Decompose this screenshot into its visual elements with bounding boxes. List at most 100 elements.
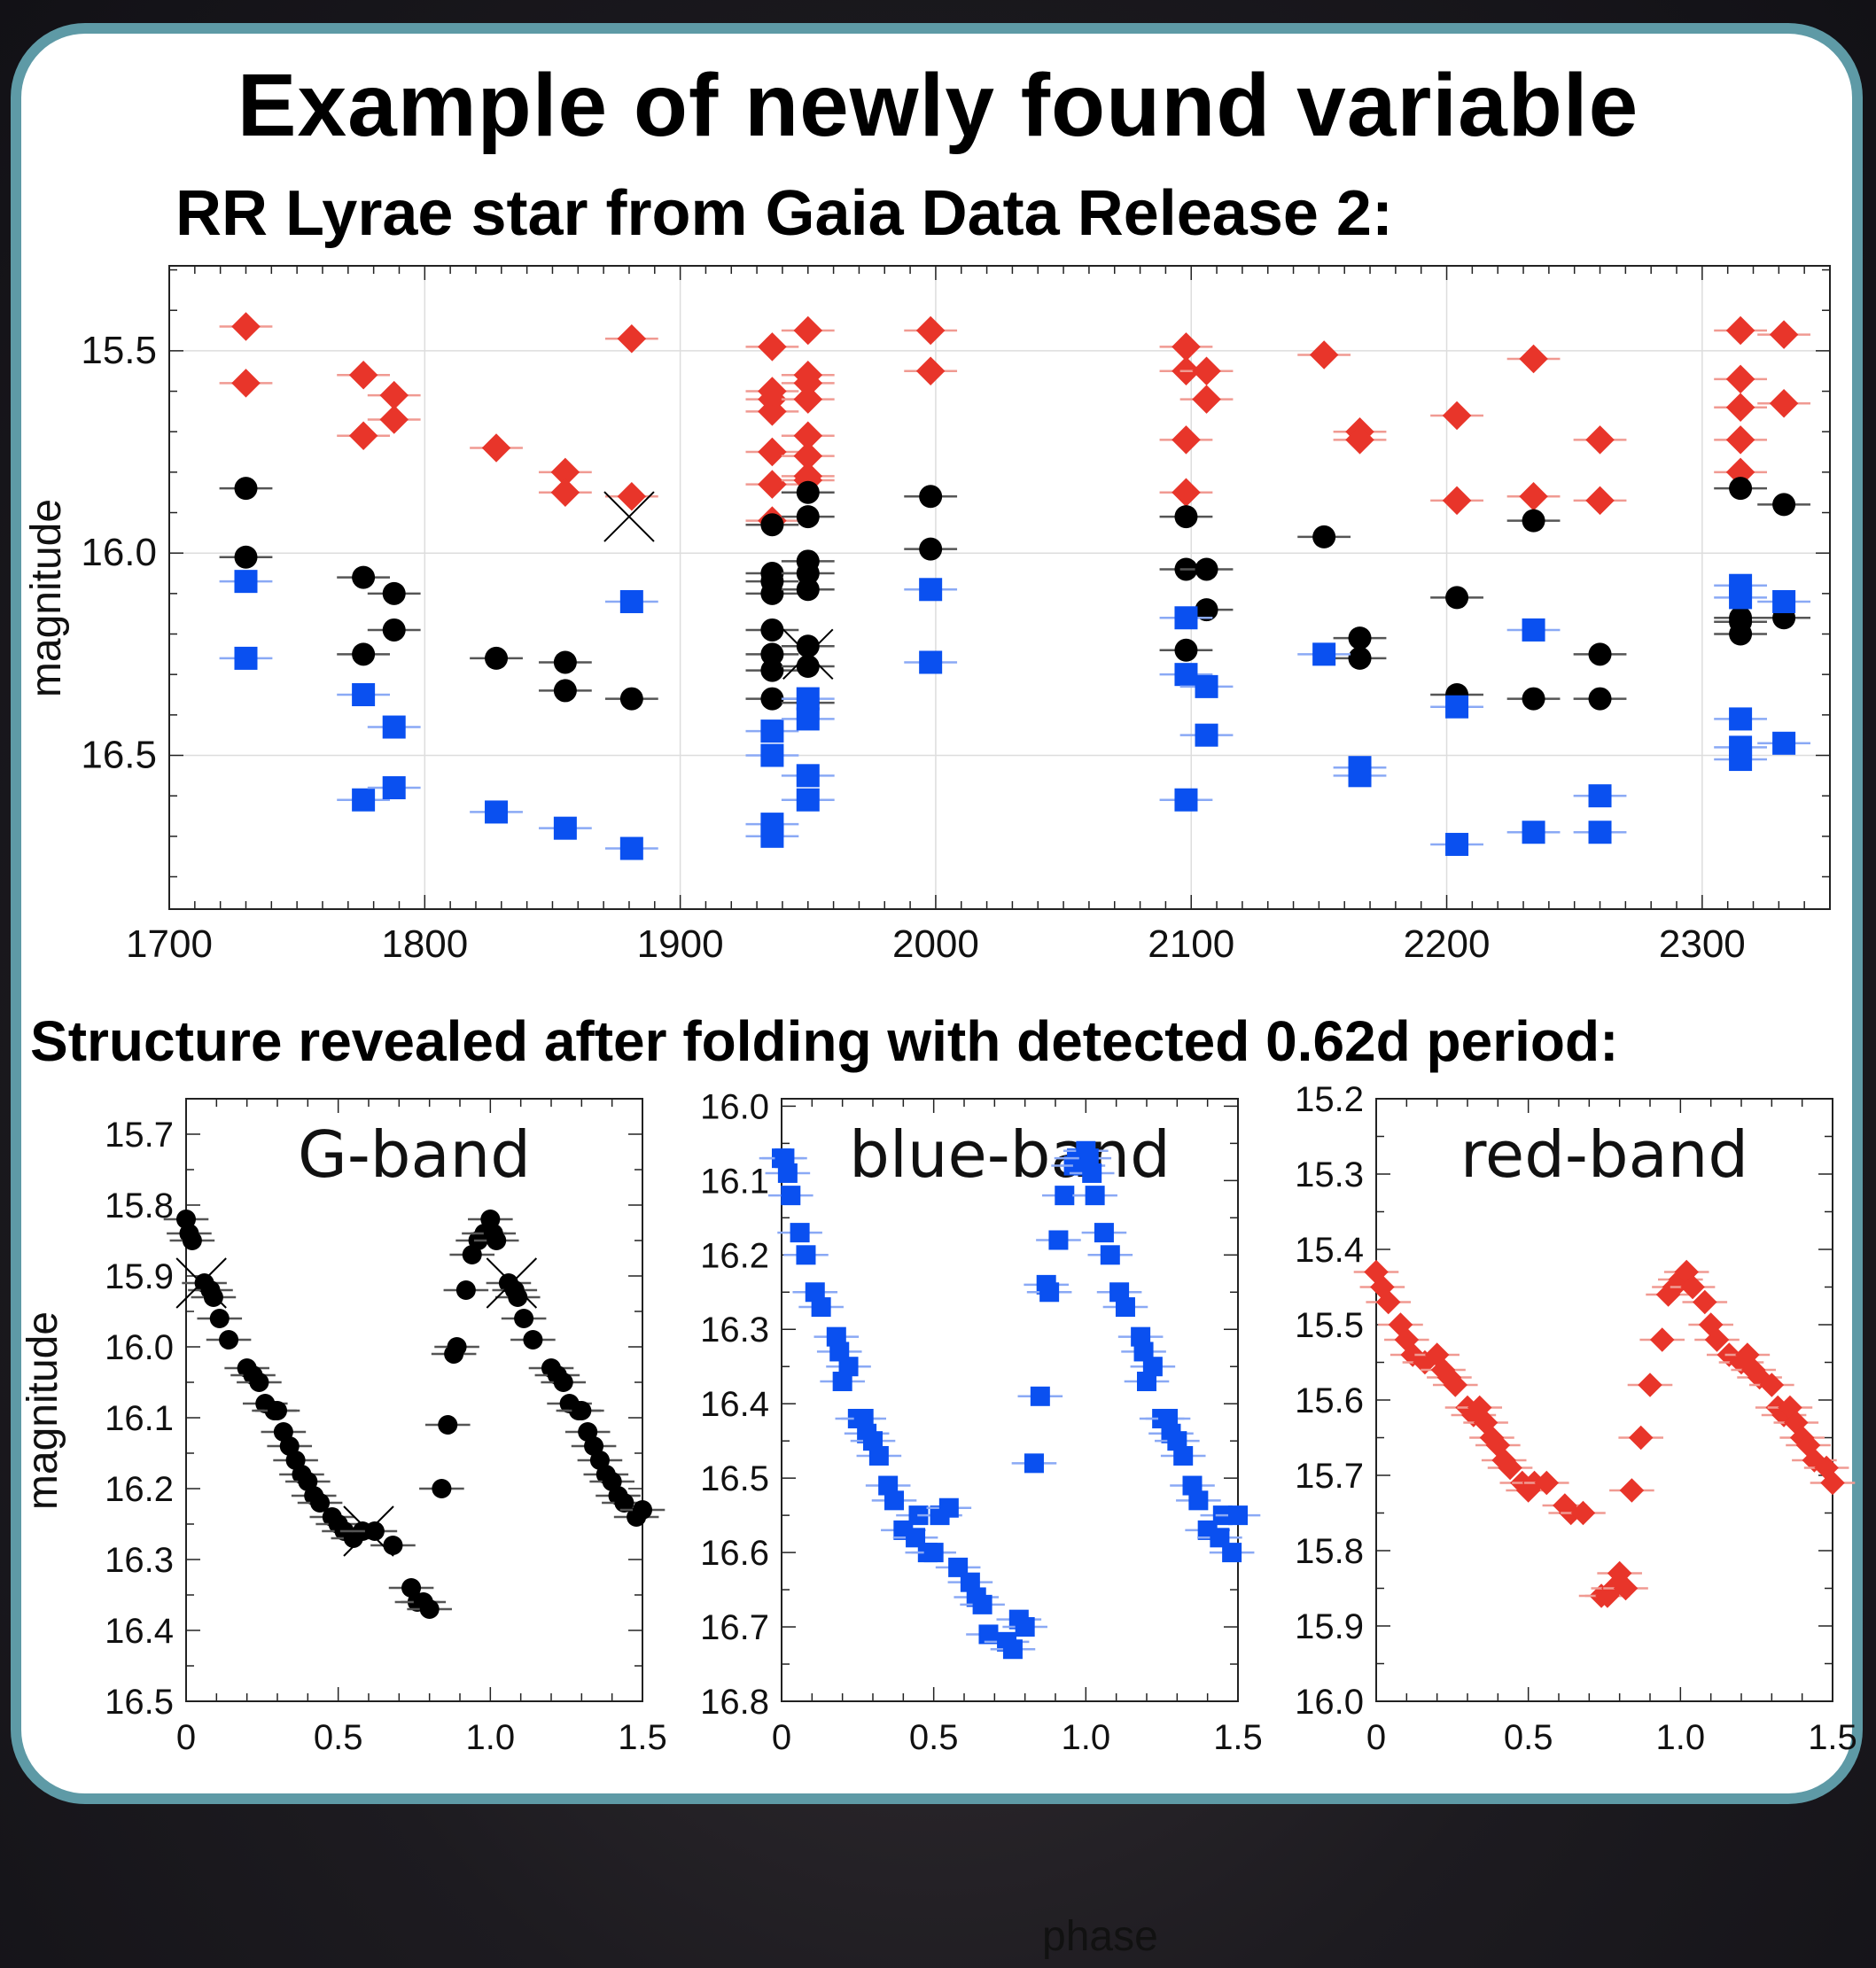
data-point (790, 1223, 810, 1243)
data-point (1109, 1282, 1130, 1303)
data-point (1158, 1408, 1179, 1428)
section-heading: Structure revealed after folding with de… (30, 1009, 1619, 1073)
data-point (619, 589, 643, 613)
data-point (1348, 646, 1372, 670)
data-point (1082, 1163, 1102, 1183)
data-point (884, 1490, 905, 1511)
data-point (796, 578, 820, 602)
data-point (1519, 482, 1548, 511)
data-point (352, 642, 376, 666)
data-point (1115, 1297, 1135, 1318)
y-tick-label: 15.5 (81, 329, 157, 372)
y-axis-label: magnitude (19, 1311, 66, 1510)
data-point (1498, 1455, 1522, 1481)
data-point (1100, 1245, 1120, 1265)
data-point (760, 513, 784, 537)
data-point (1195, 557, 1218, 581)
chart-subtitle: RR Lyrae star from Gaia Data Release 2: (175, 178, 1393, 249)
y-tick-label: 16.7 (700, 1608, 769, 1647)
data-point (1030, 1386, 1050, 1406)
data-point (379, 380, 409, 410)
data-point (348, 361, 378, 390)
data-point (352, 788, 376, 812)
plot-frame (185, 1098, 643, 1702)
data-point (1312, 642, 1336, 666)
x-tick-label: 1700 (126, 922, 213, 966)
data-point (915, 315, 946, 346)
data-point (268, 1401, 287, 1420)
x-tick-label: 1.5 (618, 1718, 667, 1757)
cross-marker (343, 1505, 394, 1557)
data-point (796, 562, 820, 586)
data-point (915, 356, 946, 385)
y-tick-label: 16.0 (81, 531, 157, 574)
data-point (1173, 1445, 1194, 1466)
data-point (793, 421, 823, 451)
data-point (614, 1493, 634, 1513)
cross-marker (486, 1257, 538, 1309)
data-point (1137, 1372, 1156, 1392)
data-point (382, 581, 406, 605)
data-point (231, 312, 261, 341)
data-point (1192, 356, 1221, 385)
data-point (1759, 1373, 1785, 1397)
data-point (219, 1330, 239, 1350)
data-point (1188, 1490, 1209, 1511)
data-point (796, 764, 820, 788)
data-point (793, 315, 823, 346)
data-point (1228, 1505, 1248, 1526)
x-tick-label: 1.0 (1062, 1718, 1111, 1757)
data-point (838, 1357, 859, 1377)
data-point (234, 646, 258, 670)
data-point (1445, 832, 1469, 856)
data-point (760, 720, 784, 743)
data-point (796, 505, 820, 529)
data-point (1729, 707, 1753, 731)
data-point (1015, 1617, 1035, 1637)
x-tick-label: 1.0 (466, 1718, 516, 1757)
data-point (796, 634, 820, 658)
x-tick-label: 1900 (637, 922, 724, 966)
x-tick-label: 0.5 (314, 1718, 363, 1757)
data-point (1443, 1373, 1468, 1397)
data-point (485, 646, 509, 670)
data-point (832, 1372, 852, 1392)
data-point (447, 1337, 467, 1357)
data-point (1649, 1327, 1675, 1352)
data-point (1769, 320, 1799, 349)
data-point (923, 1543, 944, 1563)
data-point (455, 1280, 476, 1300)
data-point (1002, 1639, 1023, 1660)
data-point (775, 1148, 795, 1169)
data-point (1348, 764, 1372, 788)
data-point (352, 683, 376, 706)
data-point (617, 482, 647, 511)
y-tick-label: 16.0 (700, 1087, 769, 1126)
data-point (1174, 638, 1198, 662)
plot-frame (781, 1098, 1239, 1702)
data-point (523, 1330, 543, 1350)
data-point (382, 715, 406, 739)
data-point (1222, 1543, 1242, 1563)
data-point (1442, 401, 1472, 431)
data-point (1729, 622, 1753, 646)
y-tick-label: 15.6 (1295, 1381, 1364, 1420)
chart-2: 0 0.5 1.0 1.5 16.0 16.1 16.2 16.3 16.4 16.5 16.6 16… (700, 1087, 1263, 1757)
data-point (760, 618, 784, 642)
data-point (364, 1521, 385, 1541)
data-point (863, 1431, 883, 1451)
y-tick-label: 15.8 (1295, 1532, 1364, 1571)
data-point (1133, 1342, 1154, 1362)
data-point (1174, 505, 1198, 529)
data-point (1619, 1478, 1645, 1503)
data-point (972, 1594, 992, 1614)
x-tick-label: 0 (176, 1718, 196, 1757)
data-point (383, 1536, 403, 1555)
x-tick-label: 2300 (1659, 922, 1746, 966)
data-point (1613, 1575, 1639, 1601)
data-point (1704, 1327, 1730, 1352)
data-point (760, 743, 784, 767)
data-point (553, 650, 577, 674)
data-point (1795, 1433, 1821, 1458)
